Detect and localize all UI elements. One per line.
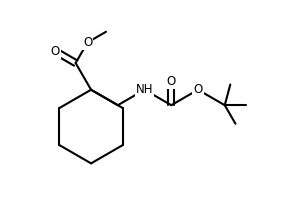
Text: O: O [51, 45, 60, 58]
Text: O: O [193, 83, 203, 96]
Text: NH: NH [136, 83, 153, 96]
Text: O: O [167, 75, 176, 88]
Text: O: O [83, 36, 92, 49]
